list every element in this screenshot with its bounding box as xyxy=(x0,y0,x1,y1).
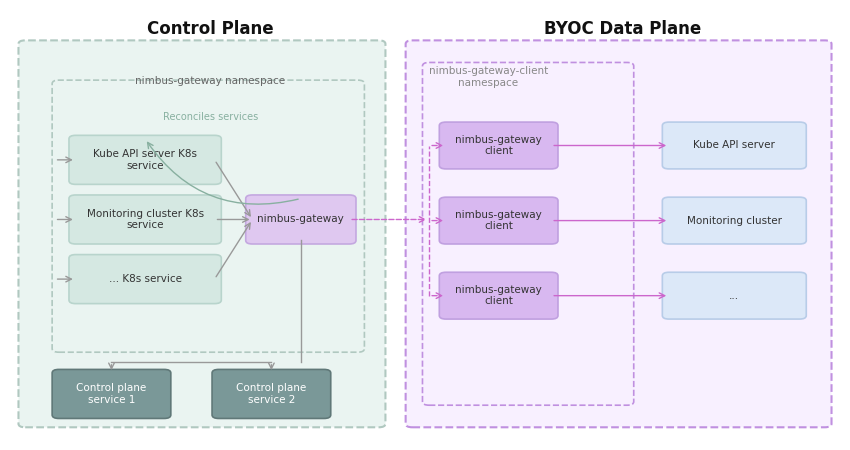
FancyBboxPatch shape xyxy=(52,80,365,352)
Text: Kube API server K8s
service: Kube API server K8s service xyxy=(94,149,197,171)
Text: nimbus-gateway
client: nimbus-gateway client xyxy=(456,135,542,156)
FancyBboxPatch shape xyxy=(439,197,558,244)
Text: nimbus-gateway namespace: nimbus-gateway namespace xyxy=(135,76,286,86)
Text: nimbus-gateway
client: nimbus-gateway client xyxy=(456,285,542,306)
Text: nimbus-gateway: nimbus-gateway xyxy=(258,215,344,225)
FancyBboxPatch shape xyxy=(405,40,831,428)
Text: Kube API server: Kube API server xyxy=(694,140,775,150)
Text: Reconciles services: Reconciles services xyxy=(162,112,258,122)
Text: ... K8s service: ... K8s service xyxy=(109,274,182,284)
FancyBboxPatch shape xyxy=(662,197,807,244)
Text: Monitoring cluster: Monitoring cluster xyxy=(687,216,782,225)
FancyBboxPatch shape xyxy=(246,195,356,244)
FancyBboxPatch shape xyxy=(439,122,558,169)
FancyBboxPatch shape xyxy=(662,272,807,319)
FancyBboxPatch shape xyxy=(52,369,171,419)
FancyBboxPatch shape xyxy=(19,40,385,428)
Text: BYOC Data Plane: BYOC Data Plane xyxy=(544,20,701,38)
FancyBboxPatch shape xyxy=(69,135,221,184)
Text: Control plane
service 1: Control plane service 1 xyxy=(76,383,146,405)
Text: nimbus-gateway
client: nimbus-gateway client xyxy=(456,210,542,231)
FancyBboxPatch shape xyxy=(69,195,221,244)
FancyBboxPatch shape xyxy=(662,122,807,169)
Text: ...: ... xyxy=(729,291,740,301)
Text: Control plane
service 2: Control plane service 2 xyxy=(236,383,307,405)
Text: nimbus-gateway-client
namespace: nimbus-gateway-client namespace xyxy=(428,66,547,88)
FancyBboxPatch shape xyxy=(212,369,331,419)
Text: Control Plane: Control Plane xyxy=(147,20,274,38)
FancyBboxPatch shape xyxy=(422,63,634,405)
FancyBboxPatch shape xyxy=(439,272,558,319)
FancyBboxPatch shape xyxy=(69,255,221,304)
Text: Monitoring cluster K8s
service: Monitoring cluster K8s service xyxy=(87,209,204,230)
